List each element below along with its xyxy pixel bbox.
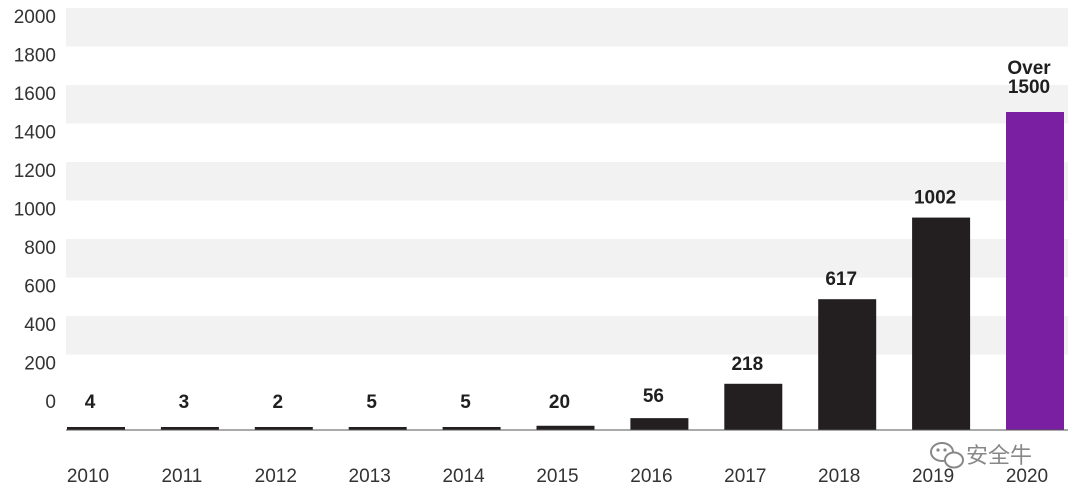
y-tick-label: 800 xyxy=(24,238,56,259)
bar xyxy=(160,427,219,430)
data-label: 3 xyxy=(179,392,190,413)
x-tick-label: 2017 xyxy=(724,466,766,487)
bar xyxy=(630,418,689,430)
y-tick-label: 1800 xyxy=(14,46,56,67)
x-tick-label: 2015 xyxy=(536,466,578,487)
x-tick-label: 2012 xyxy=(255,466,297,487)
data-label: 617 xyxy=(825,269,857,290)
y-tick-label: 600 xyxy=(24,277,56,298)
bars xyxy=(67,112,1064,430)
data-label: Over 1500 xyxy=(1007,58,1051,98)
y-tick-label: 2000 xyxy=(14,7,56,28)
grid-band xyxy=(66,316,1068,355)
x-tick-label: 2018 xyxy=(818,466,860,487)
data-label: 4 xyxy=(85,392,96,413)
watermark: 安全牛 xyxy=(930,442,1032,469)
x-tick-label: 2019 xyxy=(912,466,954,487)
data-label: 2 xyxy=(273,392,284,413)
y-tick-label: 1600 xyxy=(14,84,56,105)
grid-band xyxy=(66,8,1068,47)
bar xyxy=(442,427,501,430)
data-label: 1002 xyxy=(914,188,956,209)
grid-bands xyxy=(66,8,1068,355)
x-tick-label: 2016 xyxy=(630,466,672,487)
bar xyxy=(1006,112,1064,430)
data-label: 5 xyxy=(460,392,471,413)
x-tick-label: 2013 xyxy=(349,466,391,487)
data-label: 5 xyxy=(366,392,377,413)
grid-band xyxy=(66,162,1068,201)
y-tick-label: 1000 xyxy=(14,200,56,221)
y-tick-label: 400 xyxy=(24,315,56,336)
y-tick-label: 0 xyxy=(45,392,56,413)
bar xyxy=(818,299,877,430)
y-tick-label: 200 xyxy=(24,354,56,375)
y-tick-label: 1400 xyxy=(14,123,56,144)
watermark-text: 安全牛 xyxy=(966,444,1032,469)
x-tick-label: 2014 xyxy=(442,466,485,487)
data-label: 56 xyxy=(643,386,664,407)
x-tick-label: 2011 xyxy=(161,466,202,487)
data-label: 20 xyxy=(549,392,570,413)
bar xyxy=(348,427,407,430)
data-labels: 4 3 2 5 5 20 56 218 617 1002 Over 1500 xyxy=(85,58,1052,413)
data-label: 218 xyxy=(731,354,763,375)
bar xyxy=(254,427,313,430)
x-axis-ticks: 2010 2011 2012 2013 2014 2015 2016 2017 2018 2019… xyxy=(67,466,1048,487)
y-axis-ticks: 0 200 400 600 800 1000 1200 1400 1600 1800 2000 xyxy=(14,7,56,413)
bar xyxy=(67,427,125,430)
bar xyxy=(536,425,595,430)
x-tick-label: 2020 xyxy=(1006,466,1048,487)
bar xyxy=(912,217,971,430)
bar xyxy=(724,383,783,430)
x-tick-label: 2010 xyxy=(67,466,109,487)
wechat-icon xyxy=(930,442,964,469)
grid-band xyxy=(66,239,1068,278)
y-tick-label: 1200 xyxy=(14,161,56,182)
grid-band xyxy=(66,85,1068,124)
